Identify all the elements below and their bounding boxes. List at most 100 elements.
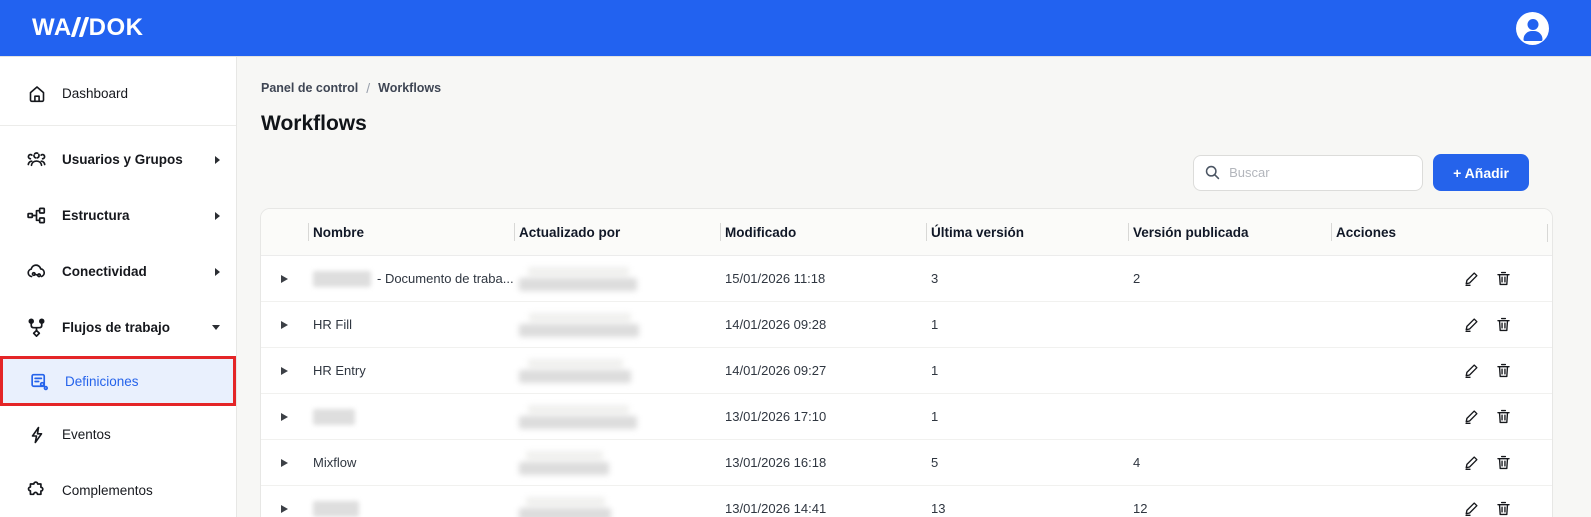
last-version: 5 — [931, 455, 939, 470]
table-row: HR Entry 14/01/2026 09:27 1 — [261, 348, 1552, 394]
sidebar-item-definiciones[interactable]: Definiciones — [3, 359, 233, 403]
published-version: 12 — [1133, 501, 1148, 516]
top-bar: WA DOK — [0, 0, 1591, 56]
chevron-right-icon — [215, 211, 220, 220]
column-header-version-publicada[interactable]: Versión publicada — [1128, 222, 1331, 242]
sidebar-item-label: Estructura — [62, 208, 130, 223]
last-version: 1 — [931, 409, 939, 424]
redacted-updated-by — [519, 266, 637, 291]
workflow-name: - Documento de traba... — [377, 271, 514, 286]
sidebar-item-label: Conectividad — [62, 264, 147, 279]
column-header-actualizado-por[interactable]: Actualizado por — [514, 222, 720, 242]
sidebar-item-conectividad[interactable]: Conectividad — [0, 248, 236, 295]
published-version: 4 — [1133, 455, 1141, 470]
sidebar-item-label: Definiciones — [65, 373, 139, 389]
last-version: 1 — [931, 363, 939, 378]
row-expander-icon[interactable] — [281, 366, 288, 375]
delete-button[interactable] — [1495, 362, 1512, 379]
breadcrumb-separator: / — [366, 80, 371, 96]
chevron-right-icon — [215, 155, 220, 164]
delete-button[interactable] — [1495, 408, 1512, 425]
breadcrumb-panel-de-control[interactable]: Panel de control — [261, 81, 359, 95]
sidebar-divider — [0, 125, 236, 126]
user-avatar-button[interactable] — [1516, 11, 1549, 45]
row-expander-icon[interactable] — [281, 412, 288, 421]
sidebar-item-label: Complementos — [62, 483, 153, 498]
page-title: Workflows — [261, 112, 367, 135]
column-header-acciones: Acciones — [1331, 222, 1552, 242]
published-version: 2 — [1133, 271, 1141, 286]
table-row: HR Fill 14/01/2026 09:28 1 — [261, 302, 1552, 348]
edit-button[interactable] — [1463, 454, 1480, 471]
redacted-updated-by — [519, 450, 609, 475]
table-row: 13/01/2026 14:41 13 12 — [261, 486, 1552, 517]
last-version: 1 — [931, 317, 939, 332]
column-header-modificado[interactable]: Modificado — [720, 222, 926, 242]
column-header-ultima-version[interactable]: Última versión — [926, 222, 1128, 242]
org-structure-icon — [26, 205, 47, 226]
delete-button[interactable] — [1495, 454, 1512, 471]
table-row: 13/01/2026 17:10 1 — [261, 394, 1552, 440]
redacted-name — [313, 408, 355, 425]
sidebar-item-estructura[interactable]: Estructura — [0, 192, 236, 239]
row-expander-icon[interactable] — [281, 320, 288, 329]
breadcrumb-workflows[interactable]: Workflows — [378, 81, 442, 95]
last-version: 13 — [931, 501, 946, 516]
sidebar-item-flujos-de-trabajo[interactable]: Flujos de trabajo — [0, 304, 236, 351]
last-version: 3 — [931, 271, 939, 286]
cloud-icon — [26, 261, 47, 282]
redacted-updated-by — [519, 496, 611, 517]
redacted-updated-by — [519, 404, 637, 429]
brand-logo: WA DOK — [32, 14, 144, 42]
brand-prefix: WA — [32, 14, 72, 41]
edit-button[interactable] — [1463, 270, 1480, 287]
sidebar: Dashboard Usuarios y Grupos Estructura C… — [0, 56, 237, 517]
modified-date: 13/01/2026 14:41 — [725, 501, 827, 516]
table-row: - Documento de traba... 15/01/2026 11:18… — [261, 256, 1552, 302]
row-expander-icon[interactable] — [281, 274, 288, 283]
workflow-name: Mixflow — [313, 455, 357, 470]
sidebar-item-label: Eventos — [62, 427, 111, 442]
sidebar-item-label: Usuarios y Grupos — [62, 152, 183, 167]
modified-date: 14/01/2026 09:28 — [725, 317, 827, 332]
row-expander-icon[interactable] — [281, 504, 288, 513]
sidebar-item-usuarios-y-grupos[interactable]: Usuarios y Grupos — [0, 136, 236, 183]
toolbar: + Añadir — [237, 136, 1591, 191]
search-box[interactable] — [1193, 154, 1424, 191]
edit-button[interactable] — [1463, 408, 1480, 425]
sidebar-item-eventos[interactable]: Eventos — [0, 411, 236, 458]
sidebar-item-complementos[interactable]: Complementos — [0, 467, 236, 514]
redacted-name-prefix — [313, 270, 371, 287]
definitions-icon — [29, 371, 50, 392]
sidebar-item-label: Flujos de trabajo — [62, 320, 171, 335]
delete-button[interactable] — [1495, 270, 1512, 287]
home-icon — [26, 83, 47, 104]
brand-slashes-icon — [70, 17, 89, 37]
edit-button[interactable] — [1463, 500, 1480, 517]
sidebar-item-dashboard[interactable]: Dashboard — [0, 70, 236, 117]
column-header-nombre[interactable]: Nombre — [308, 222, 514, 242]
puzzle-icon — [26, 480, 47, 501]
delete-button[interactable] — [1495, 500, 1512, 517]
lightning-icon — [26, 424, 47, 445]
chevron-down-icon — [212, 325, 220, 330]
search-input[interactable] — [1229, 165, 1413, 180]
add-button[interactable]: + Añadir — [1433, 154, 1529, 191]
modified-date: 13/01/2026 17:10 — [725, 409, 827, 424]
avatar-person-icon — [1527, 18, 1538, 30]
chevron-right-icon — [215, 267, 220, 276]
redacted-name — [313, 500, 359, 517]
modified-date: 15/01/2026 11:18 — [725, 271, 826, 286]
search-icon — [1204, 164, 1221, 181]
edit-button[interactable] — [1463, 316, 1480, 333]
brand-suffix: DOK — [88, 14, 144, 41]
delete-button[interactable] — [1495, 316, 1512, 333]
redacted-updated-by — [519, 312, 639, 337]
modified-date: 13/01/2026 16:18 — [725, 455, 827, 470]
workflow-name: HR Fill — [313, 317, 352, 332]
sidebar-item-label: Dashboard — [62, 86, 129, 101]
table-row: Mixflow 13/01/2026 16:18 5 4 — [261, 440, 1552, 486]
edit-button[interactable] — [1463, 362, 1480, 379]
row-expander-icon[interactable] — [281, 458, 288, 467]
workflow-icon — [26, 317, 47, 338]
